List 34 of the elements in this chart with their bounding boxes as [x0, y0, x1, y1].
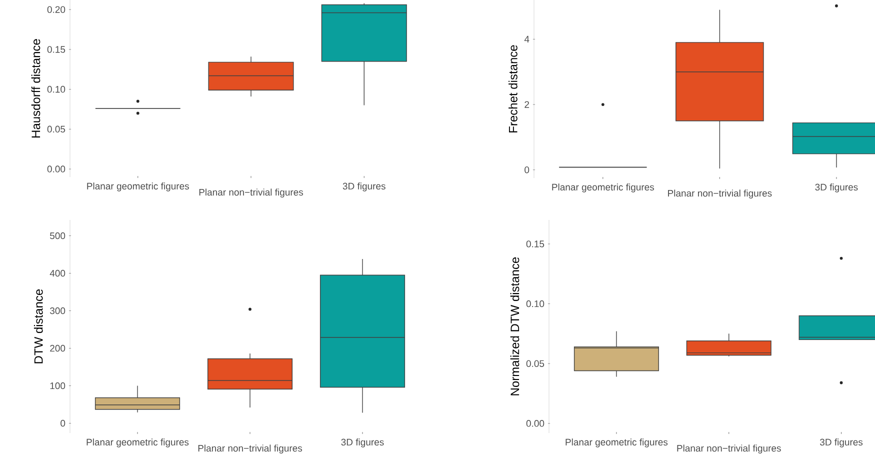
y-axis-title: Normalized DTW distance: [510, 257, 520, 396]
y-tick-label: 2: [524, 101, 530, 108]
y-tick-label: 500: [50, 232, 66, 240]
y-tick-label: 300: [50, 307, 66, 314]
y-tick-label: 4: [524, 36, 530, 42]
y-tick-label: 0.10: [526, 300, 544, 308]
x-tick-label: 3D figures: [815, 184, 858, 192]
x-tick-label: Planar geometric figures: [566, 438, 668, 448]
y-tick-label: 200: [50, 344, 66, 352]
y-tick-label: 0.15: [47, 46, 66, 53]
x-tick-label: Planar non−trivial figures: [668, 190, 772, 198]
y-tick-label: 0.20: [47, 6, 66, 13]
y-tick-label: 0.00: [526, 420, 544, 427]
x-tick-label: Planar non−trivial figures: [198, 444, 302, 454]
y-tick-label: 0: [60, 420, 66, 427]
y-tick-label: 400: [50, 270, 66, 277]
x-tick-label: 3D figures: [820, 438, 863, 448]
y-axis-title: DTW distance: [34, 289, 43, 364]
y-tick-label: 0.10: [47, 86, 66, 93]
y-tick-label: 0.15: [526, 240, 544, 248]
y-axis-title: Frechet distance: [508, 45, 518, 132]
x-tick-label: Planar geometric figures: [86, 438, 189, 448]
y-tick-label: 0.05: [47, 126, 66, 133]
y-tick-label: 0.05: [526, 360, 544, 367]
y-tick-label: 0.00: [47, 166, 66, 172]
x-tick-label: Planar non−trivial figures: [677, 444, 781, 454]
x-tick-label: Planar non−trivial figures: [199, 188, 304, 198]
x-tick-label: 3D figures: [342, 182, 386, 192]
x-tick-label: Planar geometric figures: [87, 182, 189, 192]
x-tick-label: 3D figures: [341, 438, 384, 448]
y-axis-title: Hausdorff distance: [31, 39, 40, 138]
y-tick-label: 100: [50, 382, 66, 390]
y-tick-label: 0: [524, 166, 530, 174]
x-tick-label: Planar geometric figures: [552, 184, 654, 192]
